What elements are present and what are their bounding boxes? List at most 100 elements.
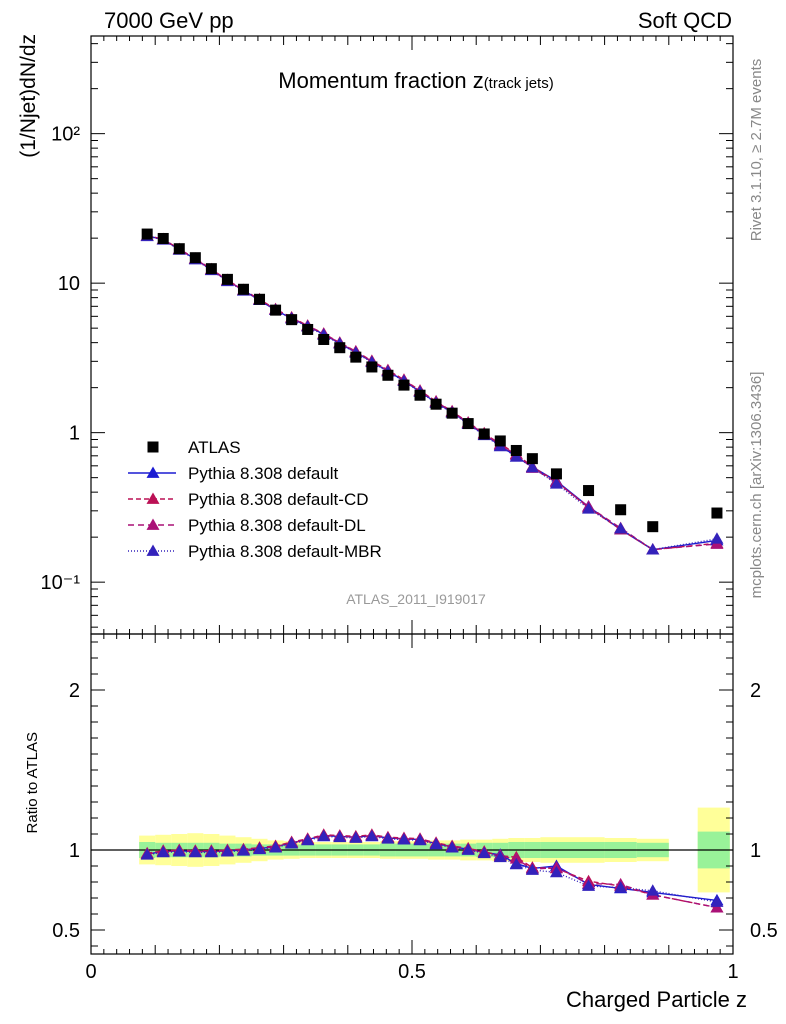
- header-right: Soft QCD: [638, 8, 732, 33]
- mcplots-label: mcplots.cern.ch [arXiv:1306.3436]: [748, 372, 765, 599]
- x-tick-label: 0.5: [398, 961, 426, 983]
- ratio-y-tick-label: 1: [69, 840, 80, 862]
- main-title-variable: z: [473, 68, 484, 93]
- legend-marker: [146, 492, 160, 504]
- atlas-data-point: [414, 389, 426, 401]
- ratio-series-point: [269, 841, 283, 853]
- header-left: 7000 GeV pp: [104, 8, 234, 33]
- ratio-series-point: [381, 832, 395, 844]
- ratio-series-point: [156, 845, 170, 858]
- atlas-data-point: [366, 361, 378, 373]
- legend-entry-label: Pythia 8.308 default: [188, 464, 339, 483]
- ratio-panel: 0 0.5 10.5 0.51 12 2: [52, 633, 778, 983]
- ratio-series-point: [710, 895, 724, 907]
- main-y-tick-label: 1: [69, 423, 80, 445]
- legend-marker-atlas: [147, 441, 159, 453]
- atlas-data-point: [157, 232, 169, 244]
- ratio-series-point: [172, 845, 186, 857]
- ratio-series-point: [253, 842, 267, 855]
- x-tick-label: 0: [85, 961, 96, 983]
- main-series-point: [525, 460, 539, 473]
- main-y-tick-label: 10²: [51, 124, 80, 146]
- analysis-watermark: ATLAS_2011_I919017: [346, 591, 486, 607]
- ratio-y-tick-label-right: 2: [750, 680, 761, 702]
- ratio-series-point: [525, 863, 539, 875]
- atlas-data-point: [302, 323, 314, 335]
- ratio-series-point: [413, 833, 427, 846]
- atlas-data-point: [583, 485, 595, 497]
- atlas-data-point: [334, 342, 346, 354]
- atlas-data-point: [462, 418, 474, 430]
- ratio-series-point: [349, 831, 363, 843]
- ratio-y-tick-label: 2: [69, 680, 80, 702]
- atlas-data-point: [382, 369, 394, 381]
- ratio-series-point: [477, 846, 491, 859]
- main-y-axis-label: (1/Njet)dN/dz: [17, 34, 40, 158]
- ratio-series-point: [493, 850, 507, 863]
- ratio-series-point: [301, 833, 315, 846]
- main-panel: 10⁻¹ 1 10 10²: [41, 35, 734, 635]
- ratio-series-point: [461, 843, 475, 855]
- ratio-series-point: [220, 845, 234, 857]
- atlas-data-point: [173, 243, 185, 255]
- legend-entry-label: Pythia 8.308 default-MBR: [188, 542, 382, 561]
- atlas-data-point: [254, 293, 266, 305]
- main-title-text: Momentum fraction: [278, 68, 472, 93]
- main-series-point: [646, 543, 660, 555]
- ratio-series-point: [509, 857, 523, 870]
- ratio-series-point: [397, 833, 411, 845]
- main-y-tick-label: 10⁻¹: [41, 572, 81, 594]
- atlas-data-point: [205, 263, 217, 275]
- atlas-data-point: [615, 504, 627, 516]
- ratio-series-point: [549, 865, 563, 878]
- atlas-data-point: [189, 252, 201, 264]
- ratio-series-point: [188, 845, 202, 858]
- atlas-data-point: [494, 435, 506, 447]
- legend-marker: [146, 544, 160, 556]
- atlas-data-point: [430, 398, 442, 410]
- main-title: Momentum fraction z(track jets): [278, 68, 553, 93]
- atlas-data-point: [141, 228, 153, 240]
- main-title-subscript: (track jets): [484, 75, 554, 92]
- ratio-series-line: [147, 834, 718, 909]
- atlas-data-point: [711, 507, 723, 519]
- ratio-series-line: [147, 835, 718, 903]
- main-series-point: [614, 522, 628, 534]
- ratio-series-point: [204, 845, 218, 858]
- x-tick-label: 1: [727, 961, 738, 983]
- legend-marker: [146, 518, 160, 530]
- ratio-series-point: [333, 830, 347, 843]
- atlas-data-point: [647, 521, 659, 533]
- ratio-series-point: [614, 881, 628, 893]
- atlas-data-point: [478, 428, 490, 440]
- ratio-series-point: [317, 829, 331, 842]
- ratio-series-line: [147, 834, 718, 909]
- main-series-line: [147, 235, 718, 551]
- main-series-point: [582, 502, 596, 514]
- ratio-y-axis-label: Ratio to ATLAS: [24, 732, 41, 833]
- ratio-series-point: [140, 848, 154, 860]
- atlas-data-point: [237, 283, 249, 295]
- legend-entry-label: ATLAS: [188, 438, 241, 457]
- atlas-data-point: [350, 351, 362, 363]
- atlas-data-point: [550, 468, 562, 480]
- atlas-data-point: [398, 379, 410, 391]
- legend-entry-label: Pythia 8.308 default-DL: [188, 516, 366, 535]
- ratio-series-point: [582, 879, 596, 891]
- ratio-series-point: [365, 829, 379, 842]
- atlas-data-point: [286, 314, 298, 326]
- rivet-version-label: Rivet 3.1.10, ≥ 2.7M events: [748, 59, 765, 242]
- atlas-data-point: [270, 304, 282, 316]
- ratio-plot-frame: [90, 633, 734, 955]
- ratio-y-tick-label-right: 1: [750, 840, 761, 862]
- ratio-series-point: [429, 837, 443, 850]
- legend-marker: [146, 466, 160, 478]
- atlas-data-point: [526, 453, 538, 465]
- main-series-point: [549, 477, 563, 489]
- main-y-tick-label: 10: [58, 273, 80, 295]
- ratio-series-point: [445, 841, 459, 853]
- main-series-point: [710, 532, 724, 544]
- x-axis-label: Charged Particle z: [566, 987, 747, 1012]
- legend: ATLAS Pythia 8.308 default Pythia 8.308 de…: [128, 438, 382, 561]
